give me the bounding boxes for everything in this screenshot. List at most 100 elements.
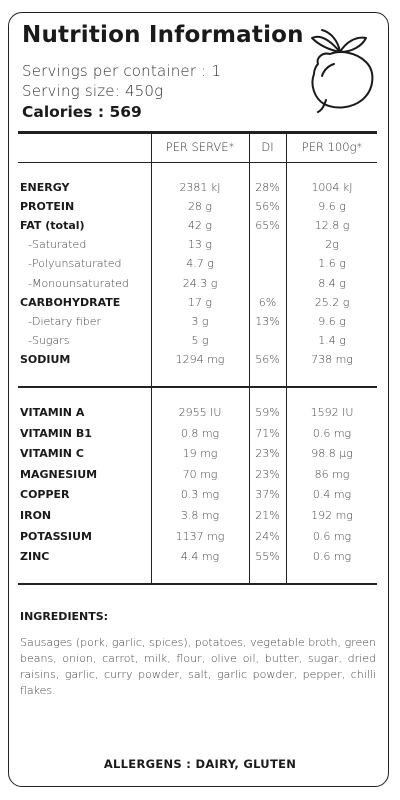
per-100g-value: 86 mg — [314, 467, 350, 481]
per-serve-value: 1294 mg — [175, 352, 225, 366]
per-serve-value: 70 mg — [182, 467, 218, 481]
di-value: 13% — [255, 314, 280, 328]
di-value: 21% — [255, 509, 280, 522]
ingredients-text: Sausages (pork, garlic, spices), potatoe… — [20, 636, 376, 697]
per-100g-value: 12.8 g — [314, 219, 350, 233]
per-serve-value: 24.3 g — [182, 276, 218, 290]
table-row: PROTEIN 28 g 56% 9.6 g — [0, 198, 400, 216]
table-row: ENERGY 2381 kJ 28% 1004 kJ — [0, 179, 400, 197]
lemon-icon — [311, 29, 374, 113]
per-100g-value: 0.4 mg — [312, 488, 352, 502]
column-divider — [249, 133, 251, 584]
table-row: ZINC 4.4 mg 55% 0.6 mg — [0, 548, 400, 566]
nutrient-name: FAT (total) — [20, 219, 85, 233]
per-serve-value: 1137 mg — [175, 529, 225, 543]
table-row: IRON 3.8 mg 21% 192 mg — [0, 507, 400, 525]
column-divider — [286, 133, 288, 584]
per-serve-value: 4.4 mg — [180, 550, 220, 564]
per-serve-value: 2955 IU — [178, 406, 222, 419]
section-rule — [18, 386, 377, 388]
table-row: -Sugars 5 g 1.4 g — [0, 332, 400, 350]
di-value: 28% — [255, 181, 280, 194]
nutrient-name: SODIUM — [20, 352, 71, 366]
table-row: CARBOHYDRATE 17 g 6% 25.2 g — [0, 294, 400, 312]
table-top-rule — [18, 131, 377, 134]
nutrient-name: ZINC — [20, 550, 50, 564]
nutrient-name: CARBOHYDRATE — [20, 295, 121, 309]
per-serve-value: 28 g — [187, 200, 213, 214]
nutrient-name: VITAMIN A — [20, 406, 85, 419]
di-value: 56% — [255, 352, 280, 366]
table-row: COPPER 0.3 mg 37% 0.4 mg — [0, 486, 400, 504]
di-value: 59% — [255, 406, 280, 419]
nutrition-label-card — [8, 12, 389, 787]
per-100g-value: 8.4 g — [318, 276, 346, 290]
per-serve-value: 2381 kJ — [179, 181, 221, 194]
nutrient-name: MAGNESIUM — [20, 467, 98, 481]
per-100g-value: 98.8 µg — [311, 447, 353, 461]
column-header-di: DI — [261, 140, 274, 154]
per-100g-value: 0.6 mg — [312, 426, 352, 440]
di-value: 55% — [255, 550, 280, 564]
per-100g-value: 0.6 mg — [312, 529, 352, 543]
nutrient-name: IRON — [20, 509, 52, 522]
table-row: -Polyunsaturated 4.7 g 1.6 g — [0, 255, 400, 273]
header-rule — [18, 162, 377, 164]
per-100g-value: 9.6 g — [318, 314, 346, 328]
nutrient-name: -Dietary fiber — [28, 314, 102, 328]
per-100g-value: 192 mg — [311, 509, 353, 522]
column-header-per-100g: PER 100g* — [301, 140, 363, 154]
servings-per-container: Servings per container : 1 — [22, 62, 222, 80]
di-value: 56% — [255, 200, 280, 214]
nutrient-name: -Saturated — [28, 238, 87, 252]
per-100g-value: 1.6 g — [318, 257, 346, 271]
nutrient-name: -Sugars — [28, 333, 70, 347]
serving-size: Serving size: 450g — [22, 82, 164, 100]
di-value: 6% — [258, 295, 277, 309]
table-row: VITAMIN C 19 mg 23% 98.8 µg — [0, 445, 400, 463]
di-value: 23% — [255, 467, 280, 481]
di-value: 71% — [255, 426, 280, 440]
per-100g-value: 9.6 g — [318, 200, 346, 214]
per-serve-value: 0.3 mg — [180, 488, 220, 502]
table-row: FAT (total) 42 g 65% 12.8 g — [0, 217, 400, 235]
per-serve-value: 42 g — [187, 219, 213, 233]
table-row: MAGNESIUM 70 mg 23% 86 mg — [0, 466, 400, 484]
per-100g-value: 1004 kJ — [311, 181, 353, 194]
nutrient-name: -Monounsaturated — [28, 276, 129, 290]
allergens: ALLERGENS : DAIRY, GLUTEN — [103, 757, 297, 771]
per-serve-value: 0.8 mg — [180, 426, 220, 440]
nutrient-name: ENERGY — [20, 181, 70, 194]
table-row: -Dietary fiber 3 g 13% 9.6 g — [0, 313, 400, 331]
per-serve-value: 3.8 mg — [180, 509, 220, 522]
per-100g-value: 2g — [325, 238, 339, 252]
per-serve-value: 3 g — [191, 314, 209, 328]
table-row: POTASSIUM 1137 mg 24% 0.6 mg — [0, 528, 400, 546]
nutrient-name: VITAMIN B1 — [20, 426, 92, 440]
per-serve-value: 13 g — [187, 238, 213, 252]
table-row: VITAMIN B1 0.8 mg 71% 0.6 mg — [0, 425, 400, 443]
nutrient-name: COPPER — [20, 488, 70, 502]
per-100g-value: 1592 IU — [310, 406, 354, 419]
table-row: VITAMIN A 2955 IU 59% 1592 IU — [0, 404, 400, 422]
per-serve-value: 19 mg — [182, 447, 218, 461]
label-title: Nutrition Information — [22, 22, 304, 48]
table-row: SODIUM 1294 mg 56% 738 mg — [0, 351, 400, 369]
per-100g-value: 738 mg — [311, 352, 353, 366]
di-value: 23% — [255, 447, 280, 461]
per-100g-value: 0.6 mg — [312, 550, 352, 564]
column-divider — [151, 133, 153, 584]
table-row: -Saturated 13 g 2g — [0, 236, 400, 254]
ingredients-heading: INGREDIENTS: — [20, 610, 109, 623]
nutrient-name: PROTEIN — [20, 200, 75, 214]
per-serve-value: 17 g — [187, 295, 213, 309]
di-value: 65% — [255, 219, 280, 233]
per-100g-value: 25.2 g — [314, 295, 350, 309]
nutrient-name: -Polyunsaturated — [28, 257, 122, 271]
table-row: -Monounsaturated 24.3 g 8.4 g — [0, 275, 400, 293]
per-serve-value: 4.7 g — [186, 257, 214, 271]
column-header-per-serve: PER SERVE* — [165, 140, 235, 154]
di-value: 37% — [255, 488, 280, 502]
nutrient-name: VITAMIN C — [20, 447, 84, 461]
per-serve-value: 5 g — [191, 333, 209, 347]
